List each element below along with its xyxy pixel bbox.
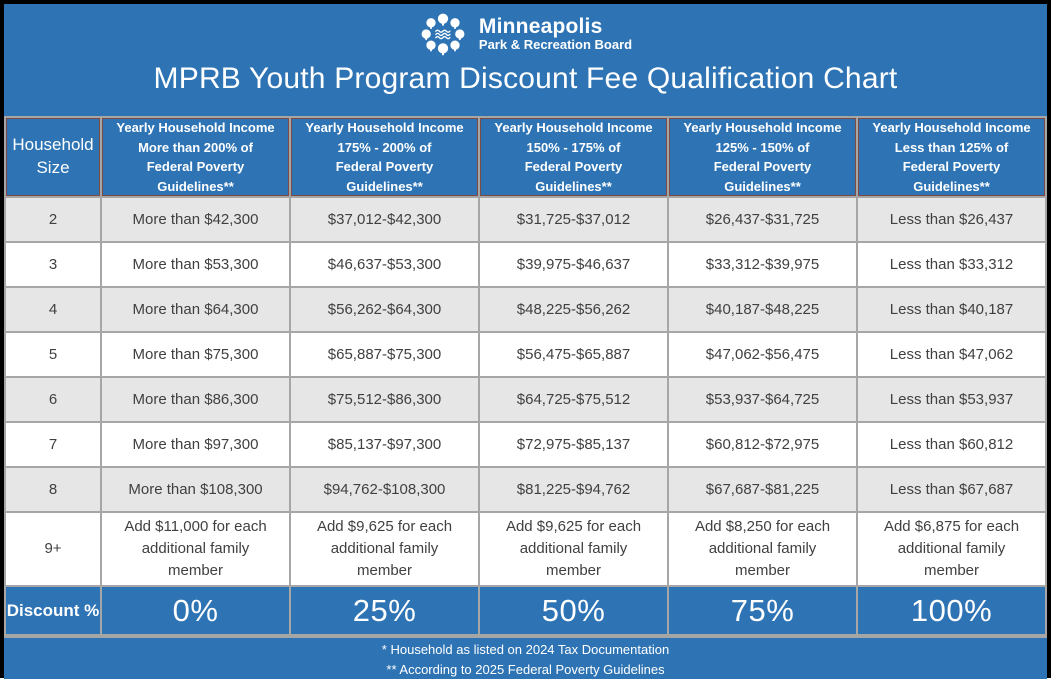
income-cell: More than $75,300 (102, 333, 289, 376)
income-cell: Less than $26,437 (858, 198, 1045, 241)
income-cell: More than $86,300 (102, 378, 289, 421)
chart-content: Minneapolis Park & Recreation Board MPRB… (4, 4, 1047, 674)
column-header-more-than-200: Yearly Household Income More than 200% o… (102, 118, 289, 196)
income-cell: $31,725-$37,012 (480, 198, 667, 241)
discount-value-50: 50% (480, 587, 667, 634)
mprb-tree-ring-logo-icon (419, 11, 467, 57)
income-cell: Add $6,875 for each additional family me… (858, 513, 1045, 585)
discount-value-0: 0% (102, 587, 289, 634)
income-cell: Less than $53,937 (858, 378, 1045, 421)
table-header-row: Household Size Yearly Household Income M… (6, 118, 1045, 196)
income-cell: More than $108,300 (102, 468, 289, 511)
income-cell: $67,687-$81,225 (669, 468, 856, 511)
income-cell: More than $53,300 (102, 243, 289, 286)
income-cell: $39,975-$46,637 (480, 243, 667, 286)
income-cell: Less than $40,187 (858, 288, 1045, 331)
income-cell: $48,225-$56,262 (480, 288, 667, 331)
household-size-cell: 6 (6, 378, 100, 421)
household-size-cell: 7 (6, 423, 100, 466)
household-size-cell: 3 (6, 243, 100, 286)
column-header-175-200: Yearly Household Income 175% - 200% of F… (291, 118, 478, 196)
footnote-guidelines: ** According to 2025 Federal Poverty Gui… (4, 660, 1047, 679)
brand-subtitle: Park & Recreation Board (479, 38, 632, 52)
table-row-size-3: 3 More than $53,300 $46,637-$53,300 $39,… (6, 243, 1045, 286)
income-cell: $64,725-$75,512 (480, 378, 667, 421)
page-title: MPRB Youth Program Discount Fee Qualific… (4, 62, 1047, 96)
income-cell: Less than $60,812 (858, 423, 1045, 466)
income-cell: $75,512-$86,300 (291, 378, 478, 421)
household-size-cell: 8 (6, 468, 100, 511)
income-cell: $60,812-$72,975 (669, 423, 856, 466)
footnotes-band: * Household as listed on 2024 Tax Docume… (4, 638, 1047, 679)
brand: Minneapolis Park & Recreation Board (4, 4, 1047, 57)
household-size-cell: 9+ (6, 513, 100, 585)
discount-value-25: 25% (291, 587, 478, 634)
table-row-size-6: 6 More than $86,300 $75,512-$86,300 $64,… (6, 378, 1045, 421)
income-cell: More than $64,300 (102, 288, 289, 331)
income-cell: $33,312-$39,975 (669, 243, 856, 286)
income-cell: Less than $33,312 (858, 243, 1045, 286)
income-cell: Add $8,250 for each additional family me… (669, 513, 856, 585)
table-row-size-4: 4 More than $64,300 $56,262-$64,300 $48,… (6, 288, 1045, 331)
table-row-size-9-plus: 9+ Add $11,000 for each additional famil… (6, 513, 1045, 585)
table-row-size-2: 2 More than $42,300 $37,012-$42,300 $31,… (6, 198, 1045, 241)
income-cell: $72,975-$85,137 (480, 423, 667, 466)
footnote-household: * Household as listed on 2024 Tax Docume… (4, 640, 1047, 660)
income-cell: $56,475-$65,887 (480, 333, 667, 376)
discount-value-100: 100% (858, 587, 1045, 634)
income-cell: More than $42,300 (102, 198, 289, 241)
income-cell: $81,225-$94,762 (480, 468, 667, 511)
brand-text: Minneapolis Park & Recreation Board (479, 15, 632, 52)
brand-name: Minneapolis (479, 15, 632, 38)
income-cell: Add $11,000 for each additional family m… (102, 513, 289, 585)
income-cell: $47,062-$56,475 (669, 333, 856, 376)
income-cell: Add $9,625 for each additional family me… (291, 513, 478, 585)
income-cell: $94,762-$108,300 (291, 468, 478, 511)
income-cell: $26,437-$31,725 (669, 198, 856, 241)
header-banner: Minneapolis Park & Recreation Board MPRB… (4, 4, 1047, 116)
income-cell: $53,937-$64,725 (669, 378, 856, 421)
income-cell: $46,637-$53,300 (291, 243, 478, 286)
income-cell: Less than $67,687 (858, 468, 1045, 511)
household-size-header: Household Size (6, 118, 100, 196)
income-cell: Less than $47,062 (858, 333, 1045, 376)
income-cell: $37,012-$42,300 (291, 198, 478, 241)
discount-row: Discount % 0% 25% 50% 75% 100% (6, 587, 1045, 634)
qualification-table: Household Size Yearly Household Income M… (4, 116, 1047, 636)
income-cell: $56,262-$64,300 (291, 288, 478, 331)
table-row-size-7: 7 More than $97,300 $85,137-$97,300 $72,… (6, 423, 1045, 466)
discount-row-label: Discount % (6, 587, 100, 634)
income-cell: Add $9,625 for each additional family me… (480, 513, 667, 585)
household-size-cell: 4 (6, 288, 100, 331)
income-cell: More than $97,300 (102, 423, 289, 466)
table-row-size-8: 8 More than $108,300 $94,762-$108,300 $8… (6, 468, 1045, 511)
household-size-cell: 2 (6, 198, 100, 241)
household-size-cell: 5 (6, 333, 100, 376)
income-cell: $65,887-$75,300 (291, 333, 478, 376)
income-cell: $40,187-$48,225 (669, 288, 856, 331)
column-header-less-than-125: Yearly Household Income Less than 125% o… (858, 118, 1045, 196)
column-header-150-175: Yearly Household Income 150% - 175% of F… (480, 118, 667, 196)
discount-value-75: 75% (669, 587, 856, 634)
table-row-size-5: 5 More than $75,300 $65,887-$75,300 $56,… (6, 333, 1045, 376)
column-header-125-150: Yearly Household Income 125% - 150% of F… (669, 118, 856, 196)
income-cell: $85,137-$97,300 (291, 423, 478, 466)
